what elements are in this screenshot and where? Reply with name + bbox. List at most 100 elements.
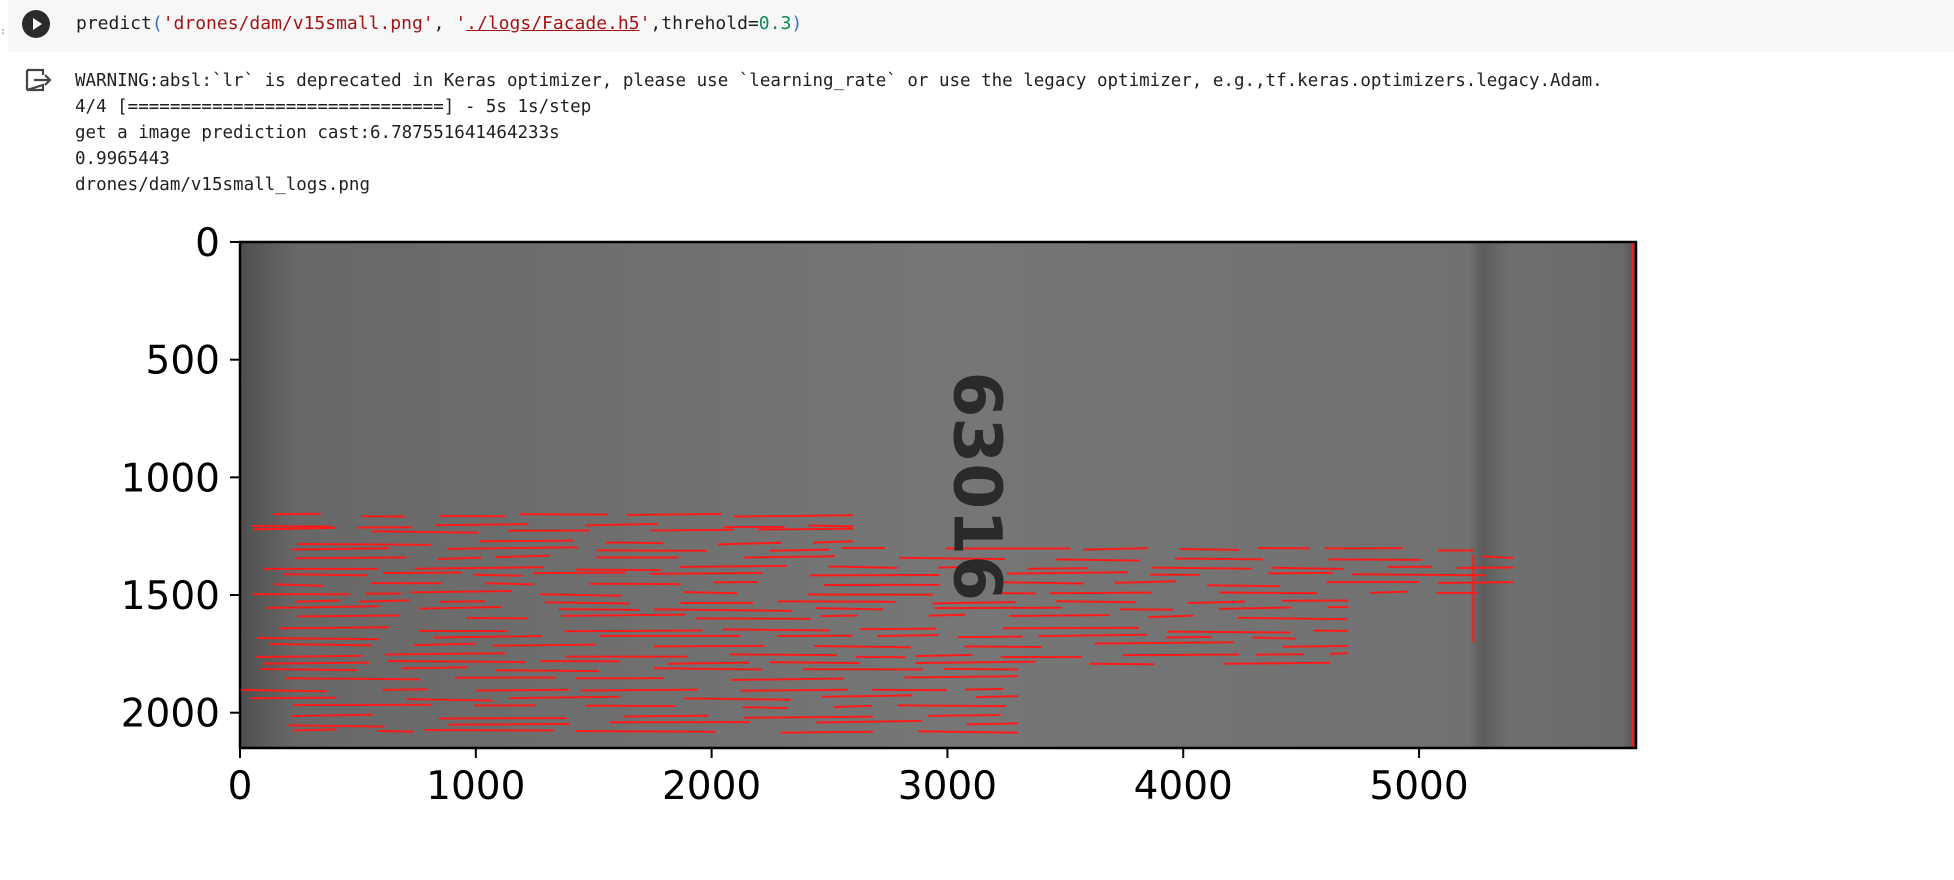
crack-segment: [928, 613, 966, 617]
crack-segment: [859, 627, 937, 631]
crack-segment: [1038, 633, 1147, 638]
crack-segment: [833, 704, 873, 709]
crack-segment: [585, 522, 658, 527]
crack-segment: [418, 606, 502, 610]
cell-edge-mark: :: [0, 26, 7, 37]
crack-segment: [769, 548, 830, 552]
crack-segment: [899, 556, 1005, 561]
crack-segment: [1179, 547, 1240, 551]
crack-segment: [274, 583, 324, 587]
crack-segment: [717, 541, 782, 546]
crack-segment: [605, 541, 664, 545]
crack-segment: [1083, 547, 1149, 551]
crack-segment: [668, 661, 750, 665]
crack-segment: [475, 688, 569, 692]
crack-segment: [297, 614, 400, 618]
crack-segment: [1268, 571, 1333, 575]
crack-segment: [654, 608, 793, 612]
code-editor[interactable]: predict('drones/dam/v15small.png', './lo…: [76, 12, 802, 36]
crack-segment: [820, 614, 858, 618]
y-axis: 0 500 1000 1500 2000: [121, 221, 240, 737]
crack-segment: [1056, 600, 1137, 604]
crack-segment: [965, 687, 1004, 691]
crack-segment: [808, 524, 854, 528]
output-progress: 4/4 [==============================] - 5…: [75, 97, 592, 117]
crack-segment: [564, 629, 703, 633]
crack-segment: [1352, 573, 1486, 577]
crack-segment: [256, 654, 363, 659]
crack-segment: [439, 514, 506, 518]
run-cell-button[interactable]: [22, 10, 50, 38]
crack-segment: [544, 601, 630, 605]
crack-segment: [813, 540, 854, 544]
crack-segment: [424, 728, 554, 732]
crack-segment: [943, 667, 1019, 671]
crack-segment: [1094, 641, 1234, 645]
crack-segment: [251, 525, 332, 528]
crack-segment: [816, 719, 922, 724]
crack-segment: [769, 661, 860, 665]
crack-segment: [856, 655, 906, 659]
crack-segment: [434, 523, 529, 527]
crack-segment: [257, 637, 379, 641]
crack-segment: [596, 549, 707, 552]
crack-segment: [263, 661, 369, 665]
crack-segment: [1001, 581, 1085, 585]
crack-segment: [966, 722, 1019, 726]
y-tick-label-2: 1000: [121, 456, 220, 501]
crack-segment: [297, 543, 431, 546]
code-paren-open: (: [151, 13, 163, 34]
crack-segment: [1122, 653, 1240, 657]
crack-segment: [558, 608, 640, 611]
crack-segment: [1027, 567, 1088, 570]
crack-segment: [683, 697, 791, 701]
crack-segment: [384, 652, 505, 656]
crack-segment: [382, 688, 429, 691]
crack-segment: [377, 729, 414, 733]
code-kwarg-value: 0.3: [758, 13, 792, 34]
x-tick-label-4: 4000: [1134, 764, 1233, 809]
x-tick-label-3: 3000: [898, 764, 997, 809]
crack-segment: [539, 593, 622, 597]
crack-segment: [1002, 626, 1139, 630]
image-stamp-text: 63016: [939, 371, 1016, 601]
crack-segment: [439, 600, 486, 603]
crack-segment: [1049, 591, 1152, 595]
crack-segment: [1009, 614, 1110, 617]
code-kwarg: threhold: [661, 13, 748, 34]
crack-segment: [241, 688, 327, 693]
crack-segment: [928, 714, 1001, 717]
crack-segment: [679, 564, 787, 568]
crack-image: 63016: [240, 242, 1636, 748]
code-arg-image: 'drones/dam/v15small.png': [162, 13, 434, 34]
crack-segment: [269, 643, 373, 647]
crack-segment: [821, 694, 913, 698]
y-tick-label-3: 1500: [121, 574, 220, 619]
crack-segment: [561, 613, 686, 617]
crack-segment: [485, 582, 535, 586]
crack-segment: [293, 728, 337, 732]
crack-segment: [266, 605, 379, 609]
crack-segment: [414, 566, 544, 570]
crack-segment: [1370, 590, 1408, 594]
crack-segment: [1187, 600, 1245, 604]
x-tick-label-1: 1000: [426, 764, 525, 809]
y-tick-label-1: 500: [146, 339, 220, 384]
crack-segment: [742, 706, 788, 710]
code-comma-2: ,: [650, 13, 662, 34]
crack-segment: [1271, 566, 1344, 570]
crack-segment: [757, 527, 854, 531]
crack-segment: [448, 722, 570, 726]
crack-segment: [1457, 566, 1514, 570]
crack-segment: [1219, 606, 1292, 610]
crack-segment: [915, 660, 1036, 664]
crack-segment: [1252, 636, 1297, 640]
code-arg-model-path[interactable]: ./logs/Facade.h5: [466, 13, 640, 34]
play-icon: [33, 18, 42, 30]
crack-segment: [877, 633, 939, 638]
output-arrow-icon[interactable]: [23, 66, 53, 94]
crack-segment: [743, 555, 835, 559]
axes-frame: [238, 240, 1638, 750]
crack-segment: [1055, 558, 1140, 562]
crack-segment: [410, 590, 512, 594]
